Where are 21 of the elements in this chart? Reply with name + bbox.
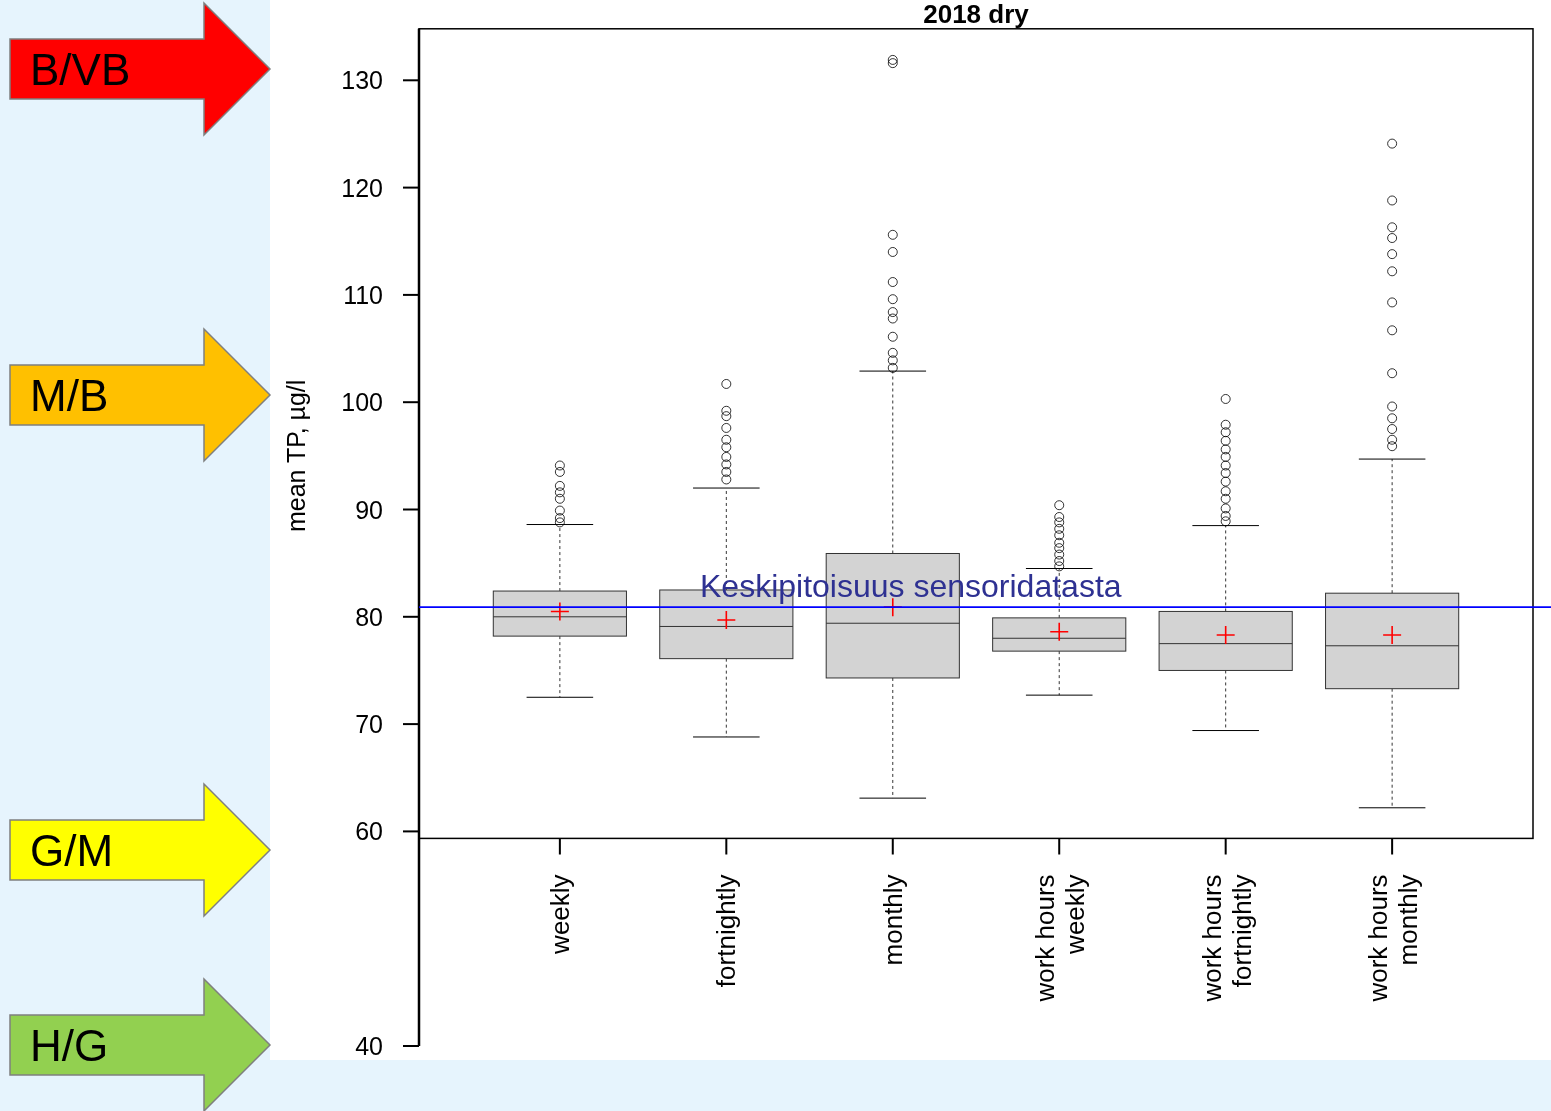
y-axis-title: mean TP, µg/l xyxy=(282,379,310,533)
x-tick-label: monthly xyxy=(877,874,908,966)
y-tick-label: 120 xyxy=(341,173,383,202)
y-tick-label: 80 xyxy=(355,602,383,631)
text: B/VB xyxy=(30,45,131,94)
x-tick-label: work hours fortnightly xyxy=(1196,874,1257,1003)
y-tick-label: 70 xyxy=(355,710,383,739)
text: H/G xyxy=(30,1021,109,1070)
y-tick-label: 130 xyxy=(341,66,383,95)
y-tick-label: 90 xyxy=(355,495,383,524)
x-tick-label: fortnightly xyxy=(711,874,742,988)
x-tick-label: work hours monthly xyxy=(1363,874,1424,1003)
y-tick-label: 110 xyxy=(343,280,383,309)
y-tick-label: 60 xyxy=(355,817,383,846)
text: G/M xyxy=(30,826,114,875)
x-tick-label: weekly xyxy=(544,874,575,955)
x-tick-label: work hours weekly xyxy=(1030,874,1091,1003)
chart-title: 2018 dry xyxy=(923,0,1030,29)
text: M/B xyxy=(30,371,109,420)
y-tick-label: 100 xyxy=(341,388,383,417)
y-tick-label: 40 xyxy=(355,1032,383,1060)
